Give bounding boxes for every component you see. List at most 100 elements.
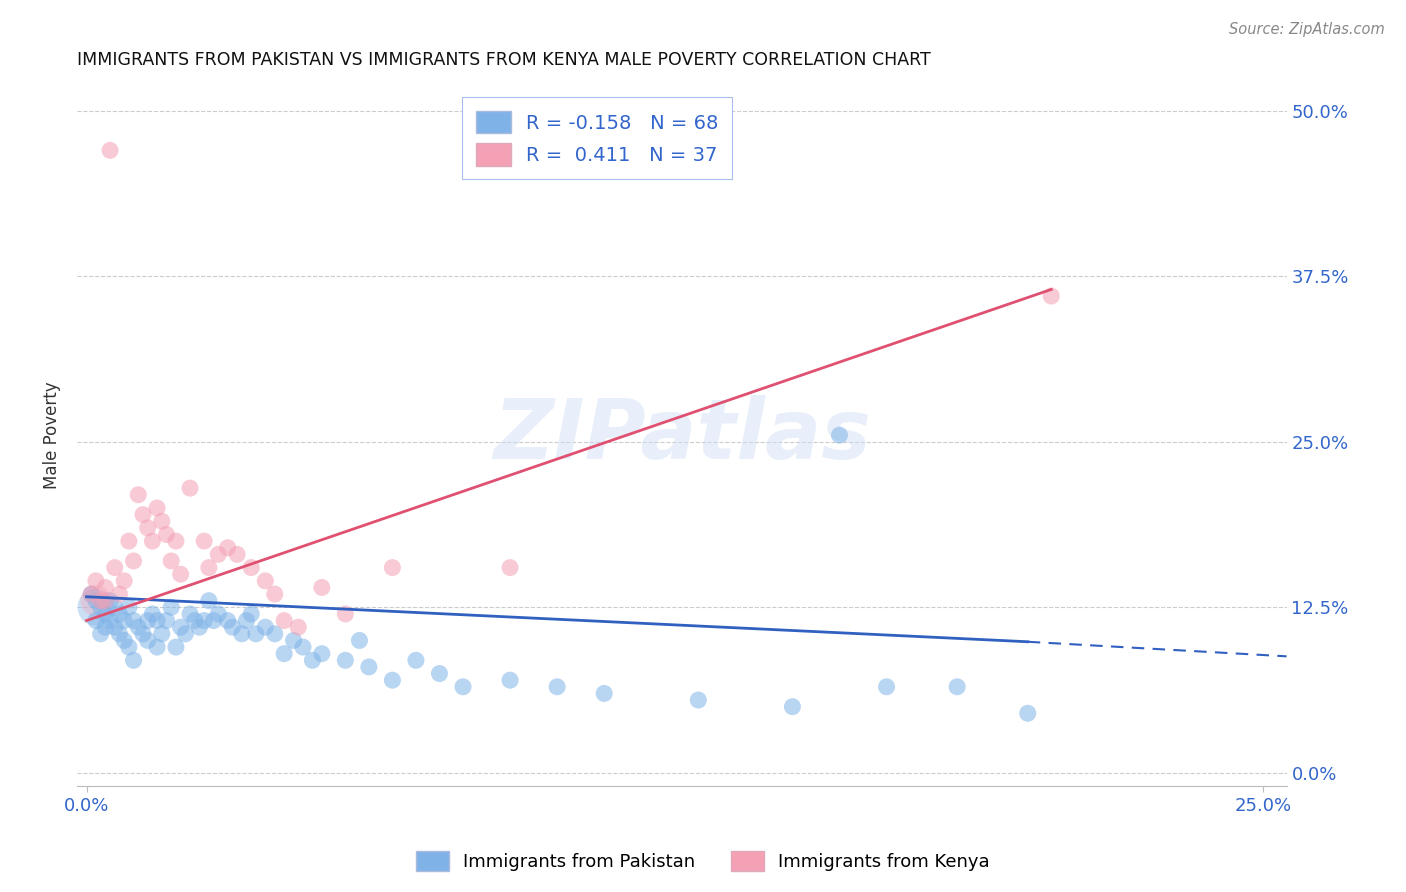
Point <box>150 514 173 528</box>
Point <box>357 660 380 674</box>
Point <box>94 607 117 621</box>
Point <box>141 534 163 549</box>
Point <box>291 640 314 654</box>
Point <box>174 627 197 641</box>
Point <box>273 647 295 661</box>
Point <box>122 554 145 568</box>
Point <box>122 614 145 628</box>
Point <box>301 653 323 667</box>
Point <box>207 607 229 621</box>
Point <box>104 600 127 615</box>
Point <box>118 534 141 549</box>
Point <box>132 627 155 641</box>
Point <box>828 428 851 442</box>
Point <box>98 593 121 607</box>
Point <box>283 633 305 648</box>
Point <box>193 534 215 549</box>
Point <box>122 653 145 667</box>
Point <box>150 627 173 641</box>
Point <box>217 614 239 628</box>
Point <box>499 673 522 688</box>
Point <box>311 581 333 595</box>
Point <box>80 587 103 601</box>
Point <box>876 680 898 694</box>
Point <box>263 587 285 601</box>
Point <box>231 627 253 641</box>
Point <box>184 614 207 628</box>
Point <box>287 620 309 634</box>
Point <box>104 620 127 634</box>
Point <box>90 627 112 641</box>
Text: ZIPatlas: ZIPatlas <box>494 394 870 475</box>
Point <box>221 620 243 634</box>
Point <box>112 574 135 588</box>
Point <box>240 607 263 621</box>
Point <box>499 560 522 574</box>
Point <box>127 620 149 634</box>
Point <box>132 508 155 522</box>
Point <box>127 488 149 502</box>
Point <box>90 600 112 615</box>
Point <box>226 547 249 561</box>
Point <box>688 693 710 707</box>
Point <box>169 567 191 582</box>
Point <box>207 547 229 561</box>
Point <box>188 620 211 634</box>
Point <box>160 554 183 568</box>
Legend: R = -0.158   N = 68, R =  0.411   N = 37: R = -0.158 N = 68, R = 0.411 N = 37 <box>463 97 733 179</box>
Point <box>198 593 221 607</box>
Point <box>108 627 131 641</box>
Point <box>1017 706 1039 721</box>
Point <box>946 680 969 694</box>
Point <box>94 581 117 595</box>
Point <box>381 673 404 688</box>
Point <box>141 607 163 621</box>
Point <box>245 627 267 641</box>
Point <box>118 640 141 654</box>
Point <box>451 680 474 694</box>
Point <box>136 521 159 535</box>
Point <box>112 614 135 628</box>
Point <box>160 600 183 615</box>
Point <box>165 640 187 654</box>
Point <box>94 593 117 607</box>
Point <box>193 614 215 628</box>
Point <box>217 541 239 555</box>
Point <box>202 614 225 628</box>
Point <box>84 614 107 628</box>
Point <box>179 481 201 495</box>
Point <box>146 614 169 628</box>
Point <box>1040 289 1063 303</box>
Point <box>429 666 451 681</box>
Point <box>94 620 117 634</box>
Point <box>104 560 127 574</box>
Point <box>136 633 159 648</box>
Text: Source: ZipAtlas.com: Source: ZipAtlas.com <box>1229 22 1385 37</box>
Point <box>254 574 277 588</box>
Point <box>118 600 141 615</box>
Point <box>782 699 804 714</box>
Point <box>98 614 121 628</box>
Point <box>254 620 277 634</box>
Point <box>112 633 135 648</box>
Point <box>165 534 187 549</box>
Point <box>155 527 177 541</box>
Point <box>108 607 131 621</box>
Point <box>235 614 257 628</box>
Point <box>146 500 169 515</box>
Point <box>240 560 263 574</box>
Point <box>546 680 568 694</box>
Point <box>335 607 357 621</box>
Point <box>84 593 107 607</box>
Point <box>84 574 107 588</box>
Y-axis label: Male Poverty: Male Poverty <box>44 381 60 489</box>
Point <box>155 614 177 628</box>
Point <box>108 587 131 601</box>
Point <box>90 593 112 607</box>
Point <box>80 587 103 601</box>
Point <box>311 647 333 661</box>
Point <box>349 633 371 648</box>
Point <box>98 144 121 158</box>
Point <box>263 627 285 641</box>
Point <box>381 560 404 574</box>
